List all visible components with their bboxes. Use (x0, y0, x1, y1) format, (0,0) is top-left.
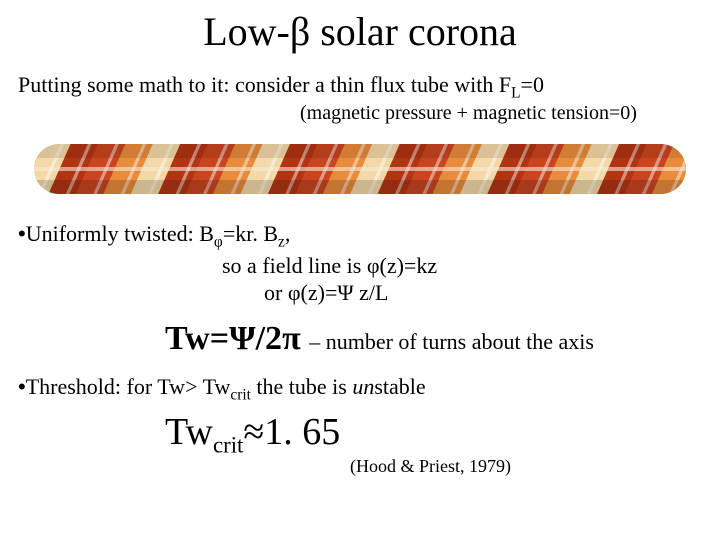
bullet-uniformly-twisted: •Uniformly twisted: Bφ=kr. Bz, so a fiel… (18, 220, 437, 307)
b2-gt: > (185, 374, 197, 399)
b1-l1b: =kr. B (223, 221, 278, 246)
subtitle-pre: Putting some math to it: consider a thin… (18, 72, 511, 97)
b1-l1a: Uniformly twisted: B (26, 221, 214, 246)
b1-l2phi: φ (367, 253, 380, 278)
flux-tube-graphic (34, 140, 686, 198)
bullet-dot: • (18, 221, 26, 246)
subtitle-post: =0 (521, 72, 544, 97)
b2-un: un (352, 374, 374, 399)
bullet-threshold: •Threshold: for Tw> Twcrit the tube is u… (18, 374, 426, 404)
b1-l3a: or (264, 280, 288, 305)
title-post: solar corona (310, 9, 517, 54)
b2-b: Tw (198, 374, 231, 399)
b1-l3psi: Ψ (337, 280, 353, 305)
b1-l2b: (z)=kz (380, 253, 438, 278)
slide-title: Low-β solar corona (0, 8, 720, 55)
b1-line2: so a field line is φ(z)=kz (18, 252, 437, 280)
subtitle-line: Putting some math to it: consider a thin… (18, 72, 544, 102)
tw-equals: Tw=Ψ/2π (165, 320, 309, 357)
b1-l3phi: φ (288, 280, 301, 305)
b2-c: the tube is (251, 374, 352, 399)
b2-d: stable (374, 374, 425, 399)
tw-pre: Tw= (165, 320, 229, 357)
b1-l3b: (z)= (301, 280, 338, 305)
tw-desc: – number of turns about the axis (309, 329, 594, 354)
twcrit-sub: crit (213, 433, 243, 458)
rope-icon (34, 140, 686, 198)
b1-l1c: , (285, 221, 291, 246)
tw-mid: /2 (256, 320, 282, 357)
twcrit-val: 1. 65 (264, 411, 340, 453)
slide: Low-β solar corona Putting some math to … (0, 0, 720, 540)
bullet-dot-2: • (18, 374, 26, 399)
tw-psi: Ψ (229, 320, 256, 357)
subtitle-sub-l: L (511, 84, 520, 101)
twcrit-a: Tw (165, 411, 213, 453)
b1-z-sub: z (278, 233, 285, 250)
b2-crit-sub: crit (230, 386, 251, 403)
tw-pi: π (282, 320, 301, 357)
b1-l3c: z/L (354, 280, 389, 305)
tw-crit-value: Twcrit≈1. 65 (165, 410, 340, 459)
b1-phi-sub: φ (214, 233, 223, 250)
subtitle-paren: (magnetic pressure + magnetic tension=0) (300, 102, 637, 125)
twcrit-approx: ≈ (243, 411, 264, 453)
title-beta: β (290, 9, 310, 54)
tw-definition-line: Tw=Ψ/2π – number of turns about the axis (165, 320, 594, 358)
citation: (Hood & Priest, 1979) (350, 456, 511, 477)
b1-line3: or φ(z)=Ψ z/L (18, 279, 437, 307)
b2-a: Threshold: for Tw (26, 374, 185, 399)
b1-l2a: so a field line is (222, 253, 367, 278)
title-pre: Low- (203, 9, 290, 54)
